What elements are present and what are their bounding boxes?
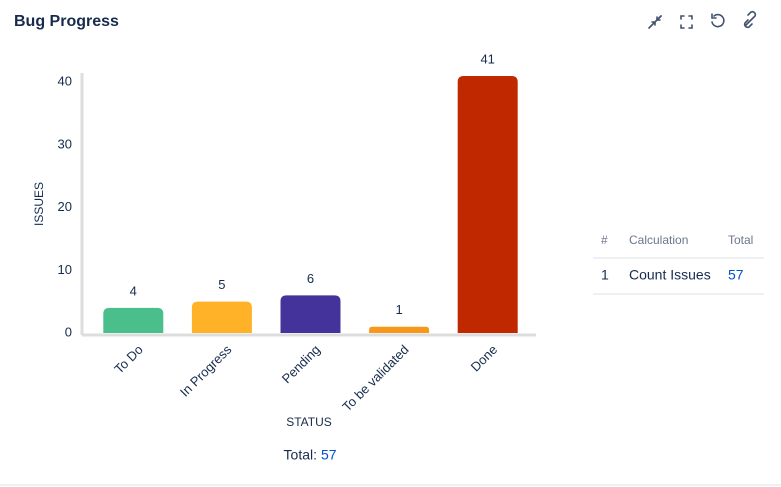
table-header: # <box>601 233 608 247</box>
link-icon[interactable] <box>743 10 757 29</box>
y-tick-label: 30 <box>58 136 72 151</box>
bar <box>280 295 341 333</box>
value-label: 4 <box>130 283 137 298</box>
x-tick-label: To Do <box>111 342 146 377</box>
y-tick-label: 40 <box>58 74 72 89</box>
table-cell: Count Issues <box>629 267 711 283</box>
value-label: 6 <box>307 271 314 286</box>
gadget-title: Bug Progress <box>14 13 119 30</box>
x-tick-label: Pending <box>279 342 323 386</box>
table-header: Calculation <box>629 233 688 247</box>
value-label: 5 <box>218 277 225 292</box>
x-axis-title: STATUS <box>286 415 332 429</box>
x-tick-label: To be validated <box>339 342 411 414</box>
x-tick-label: In Progress <box>177 342 235 400</box>
fullscreen-icon[interactable] <box>680 15 693 29</box>
minimize-icon[interactable] <box>648 15 662 29</box>
table-header: Total <box>728 233 753 247</box>
y-tick-label: 20 <box>58 199 72 214</box>
refresh-icon[interactable] <box>711 13 725 28</box>
table-cell: 57 <box>728 267 744 283</box>
bar <box>103 307 164 333</box>
bar <box>369 326 430 333</box>
value-label: 41 <box>480 51 494 66</box>
value-label: 1 <box>395 302 402 317</box>
bar <box>457 76 518 333</box>
x-tick-label: Done <box>468 342 501 375</box>
table-cell: 1 <box>601 267 609 283</box>
bar <box>191 301 252 333</box>
total-value: 57 <box>321 447 337 463</box>
y-tick-label: 0 <box>65 324 72 339</box>
total-label: Total: <box>284 447 317 463</box>
y-axis-title: ISSUES <box>32 182 46 226</box>
y-tick-label: 10 <box>58 262 72 277</box>
toolbar <box>648 10 757 29</box>
